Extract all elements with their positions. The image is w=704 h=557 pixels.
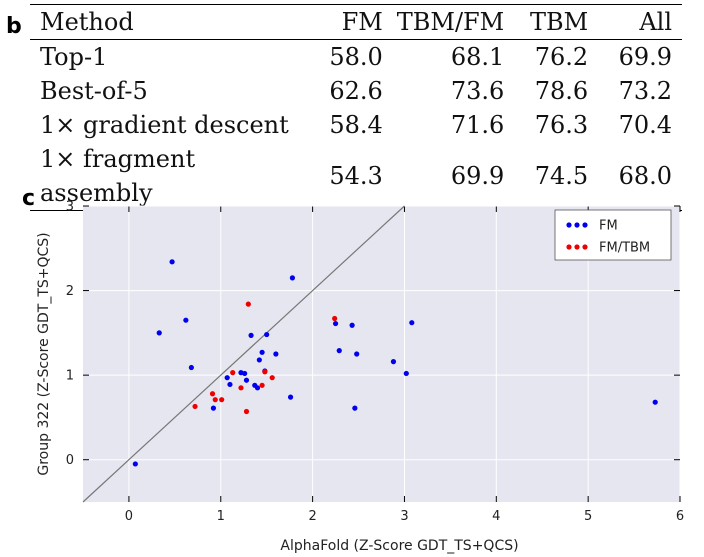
x-tick-label: 2 (308, 509, 316, 524)
data-point-fm (227, 381, 233, 388)
diagonal-reference-line (82, 205, 405, 503)
panel-c-label: c (22, 186, 36, 211)
data-point-fm (183, 317, 189, 323)
data-point-fm-tbm (262, 369, 268, 375)
data-point-fm (336, 348, 342, 354)
header-tbm-fm: TBM/FM (396, 8, 505, 36)
data-point-fm (132, 461, 138, 467)
data-point-fm (156, 330, 162, 336)
data-point-fm (169, 259, 175, 265)
y-tick-label: 1 (66, 369, 74, 384)
data-point-fm (243, 377, 250, 383)
data-point-fm (349, 322, 355, 328)
cell-tbm-fm: 71.6 (450, 111, 505, 139)
y-tick-label: 0 (66, 453, 74, 468)
data-point-fm (210, 405, 217, 411)
legend-label: FM/TBM (599, 241, 650, 256)
data-point-fm (273, 351, 279, 357)
data-point-fm (242, 370, 248, 377)
y-tick-label: 2 (66, 284, 74, 299)
x-axis-title: AlphaFold (Z-Score GDT_TS+QCS) (280, 538, 518, 554)
data-point-fm (352, 405, 358, 411)
data-point-fm-tbm (212, 397, 218, 403)
cell-method: Best-of-5 (40, 77, 148, 105)
x-tick-label: 0 (125, 509, 133, 524)
cell-tbm: 74.5 (534, 162, 589, 190)
x-tick-label: 1 (217, 509, 225, 524)
data-point-fm (403, 370, 409, 377)
legend-marker (574, 222, 580, 228)
data-point-fm (224, 375, 230, 381)
cell-method: 1× fragment assembly (40, 145, 196, 207)
table-row: 1× gradient descent 58.4 71.6 76.3 70.4 (30, 108, 682, 142)
cell-all: 68.0 (618, 162, 672, 190)
x-tick-label: 5 (584, 509, 592, 524)
scatter-chart: 0 1 2 3 4 5 6 0 1 2 3 AlphaFold (Z-Score GDT_TS+QCS… (36, 200, 684, 555)
data-point-fm (409, 320, 415, 326)
x-tick-label: 6 (676, 509, 684, 524)
data-point-fm-tbm (230, 370, 236, 376)
data-point-fm (652, 399, 658, 405)
data-point-fm (264, 331, 270, 338)
data-point-fm (254, 385, 261, 391)
data-point-fm (256, 357, 262, 363)
data-point-fm (332, 320, 339, 327)
legend-marker (582, 222, 588, 228)
header-all: All (639, 8, 672, 36)
panel-b-label: b (6, 14, 22, 39)
table-row: 1× fragment assembly 54.3 69.9 74.5 68.0 (30, 142, 682, 211)
y-tick-label: 3 (66, 200, 74, 215)
table-row: Best-of-5 62.6 73.6 78.6 73.2 (30, 74, 682, 108)
cell-all: 69.9 (618, 43, 672, 71)
results-table-container: Method FM TBM/FM TBM All Top-1 58.0 68.1… (30, 4, 682, 211)
legend-marker (566, 244, 572, 250)
y-axis-title: Group 322 (Z-Score GDT_TS+QCS) (36, 232, 52, 475)
cell-tbm: 76.2 (534, 43, 589, 71)
header-tbm: TBM (529, 8, 589, 36)
cell-method: Top-1 (40, 43, 108, 71)
x-tick-label: 3 (400, 509, 408, 524)
cell-fm: 62.6 (329, 77, 383, 105)
table-row: Top-1 58.0 68.1 76.2 69.9 (30, 40, 682, 75)
data-point-fm-tbm (219, 397, 225, 403)
data-point-fm (287, 394, 294, 400)
cell-all: 73.2 (618, 77, 672, 105)
cell-tbm: 76.3 (534, 111, 589, 139)
data-point-fm-tbm (259, 382, 265, 388)
data-point-fm-tbm (192, 403, 198, 410)
header-fm: FM (341, 8, 383, 36)
cell-fm: 58.4 (329, 111, 383, 139)
data-point-fm-tbm (243, 408, 250, 415)
data-point-fm (289, 275, 296, 281)
data-point-fm (390, 359, 397, 365)
data-point-fm-tbm (332, 315, 338, 322)
data-point-fm-tbm (269, 375, 275, 381)
cell-fm: 54.3 (329, 162, 383, 190)
cell-all: 70.4 (618, 111, 672, 139)
data-point-fm (248, 332, 254, 338)
data-point-fm-tbm (238, 385, 244, 391)
cell-method: 1× gradient descent (40, 111, 289, 139)
cell-fm: 58.0 (329, 43, 383, 71)
x-tick-label: 4 (492, 509, 500, 524)
header-method: Method (40, 8, 134, 36)
legend-marker (566, 222, 572, 228)
cell-tbm-fm: 68.1 (450, 43, 505, 71)
cell-tbm-fm: 69.9 (450, 162, 505, 190)
legend-marker (582, 244, 588, 250)
results-table: Method FM TBM/FM TBM All Top-1 58.0 68.1… (30, 4, 682, 211)
table-header-row: Method FM TBM/FM TBM All (30, 4, 682, 40)
cell-tbm: 78.6 (534, 77, 589, 105)
legend-box (554, 209, 672, 261)
data-point-fm (188, 364, 194, 371)
data-point-fm-tbm (245, 301, 251, 307)
legend-marker (574, 244, 580, 250)
data-point-fm (259, 349, 265, 355)
cell-tbm-fm: 73.6 (450, 77, 505, 105)
data-point-fm-tbm (209, 391, 216, 397)
legend-label: FM (599, 219, 618, 234)
data-point-fm (354, 351, 360, 357)
